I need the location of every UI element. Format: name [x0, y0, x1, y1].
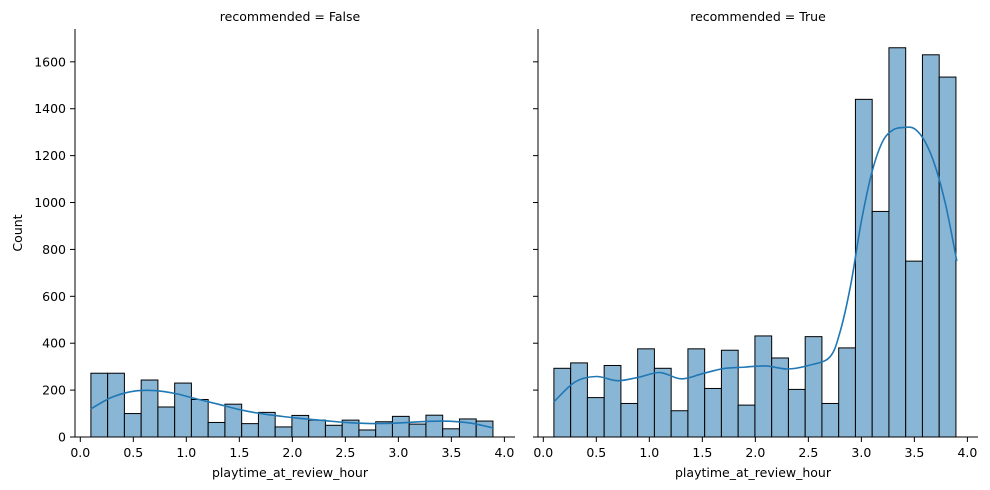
- histogram-bar: [123, 413, 142, 438]
- histogram-bar: [804, 336, 823, 438]
- x-tick-label: 0.0: [70, 445, 90, 460]
- x-tick-label: 4.0: [957, 445, 977, 460]
- histogram-bar: [871, 210, 890, 438]
- kde-curve: [90, 389, 494, 429]
- histogram-bar: [620, 402, 639, 438]
- histogram-bar: [174, 382, 192, 438]
- y-tick-label: 200: [42, 383, 66, 398]
- histogram-bar: [787, 388, 806, 438]
- histogram-bar: [586, 397, 605, 438]
- histogram-bar: [653, 367, 672, 438]
- histogram-bar: [570, 362, 588, 438]
- y-tick-label: 1000: [34, 195, 66, 210]
- histogram-bar: [720, 349, 739, 438]
- x-tick-label: 2.0: [282, 445, 302, 460]
- x-tick-label: 1.0: [639, 445, 659, 460]
- x-tick-label: 4.0: [494, 445, 514, 460]
- histogram-bar: [687, 348, 706, 438]
- histogram-bar: [358, 429, 377, 438]
- x-tick-label: 0.0: [533, 445, 553, 460]
- x-tick-label: 0.5: [123, 445, 143, 460]
- histogram-bars: [553, 47, 957, 438]
- x-tick-label: 3.0: [388, 445, 408, 460]
- x-tick-label: 3.5: [904, 445, 924, 460]
- histogram-bar: [90, 372, 109, 438]
- x-tick-label: 2.5: [798, 445, 818, 460]
- histogram-bar: [391, 415, 410, 438]
- histogram-bar: [888, 47, 907, 438]
- histogram-bar: [670, 410, 689, 438]
- histogram-bar: [324, 424, 343, 438]
- y-tick-label: 800: [42, 242, 66, 257]
- histogram-bar: [442, 428, 460, 438]
- histogram-bar: [257, 411, 276, 438]
- histogram-bar: [938, 76, 957, 438]
- x-tick-label: 3.5: [441, 445, 461, 460]
- histogram-bar: [704, 387, 722, 438]
- y-tick-label: 1200: [34, 148, 66, 163]
- histogram-bar: [553, 367, 572, 438]
- histogram-bar: [754, 335, 773, 438]
- histogram-bar: [838, 347, 856, 438]
- x-axis-label: playtime_at_review_hour: [675, 465, 832, 480]
- x-tick-label: 2.0: [745, 445, 765, 460]
- histogram-bar: [190, 398, 209, 438]
- histogram-bars: [90, 372, 494, 438]
- x-tick-label: 1.5: [229, 445, 249, 460]
- y-tick-label: 400: [42, 336, 66, 351]
- histogram-bar: [737, 404, 756, 438]
- histogram-bar: [854, 98, 873, 438]
- histogram-bar: [475, 420, 494, 438]
- histogram-bar: [157, 406, 176, 438]
- x-ticks: 0.0 0.5 1.0 1.5 2.0 2.5 3.0 3.5 4.0: [70, 437, 514, 460]
- x-tick-label: 1.0: [176, 445, 196, 460]
- y-tick-label: 0: [58, 430, 66, 445]
- histogram-bar: [603, 364, 622, 438]
- panel-title: recommended = False: [220, 9, 361, 24]
- x-tick-label: 3.0: [851, 445, 871, 460]
- histogram-bar: [408, 423, 427, 438]
- y-tick-label: 600: [42, 289, 66, 304]
- histogram-bar: [241, 423, 259, 438]
- panel-recommended-false: recommended = False 0.0 0.5 1.0 1.5 2.0 2.5 3.…: [10, 9, 515, 480]
- histogram-bar: [771, 357, 789, 438]
- x-tick-label: 0.5: [586, 445, 606, 460]
- y-axis-label: Count: [10, 214, 25, 251]
- histogram-bar: [921, 54, 940, 438]
- histogram-bar: [821, 402, 840, 438]
- histogram-bar: [207, 421, 226, 438]
- histogram-bar: [274, 426, 293, 438]
- panel-title: recommended = True: [690, 9, 826, 24]
- y-ticks: 0 200 400 600 800 1000 1200 1400 1600: [34, 54, 75, 445]
- y-ticks: [533, 61, 538, 438]
- y-tick-label: 1600: [34, 54, 66, 69]
- histogram-bar: [140, 379, 159, 438]
- histogram-bar: [308, 419, 326, 438]
- x-tick-label: 1.5: [692, 445, 712, 460]
- y-tick-label: 1400: [34, 101, 66, 116]
- panel-recommended-true: recommended = True 0.0 0.5 1.0 1.5 2.0 2.5 3.0…: [533, 9, 978, 480]
- histogram-bar: [107, 372, 125, 438]
- x-axis-label: playtime_at_review_hour: [212, 465, 369, 480]
- x-ticks: 0.0 0.5 1.0 1.5 2.0 2.5 3.0 3.5 4.0: [533, 437, 977, 460]
- x-tick-label: 2.5: [335, 445, 355, 460]
- kde-curve: [553, 126, 958, 403]
- histogram-bar: [905, 260, 923, 438]
- histogram-bar: [637, 348, 655, 438]
- histogram-bar: [425, 414, 444, 438]
